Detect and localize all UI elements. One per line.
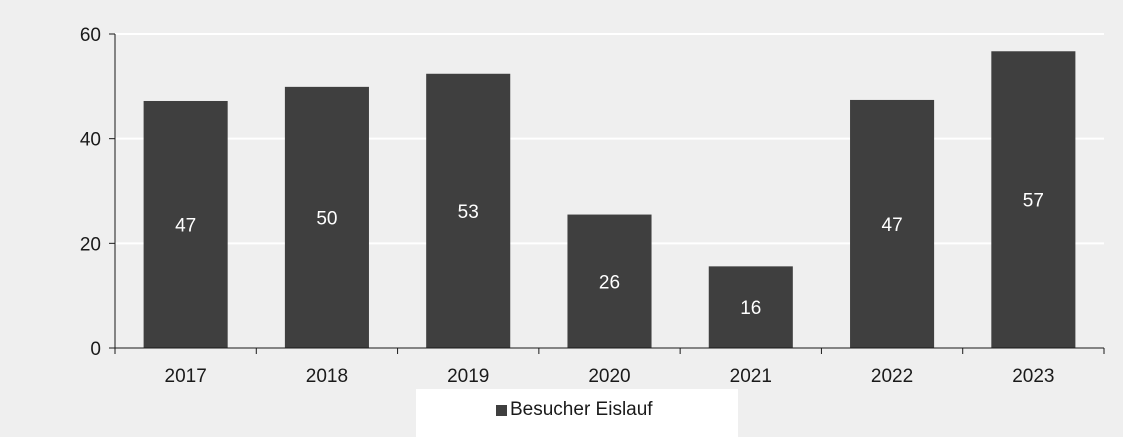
bar-2019 bbox=[426, 73, 511, 349]
bar-2018 bbox=[284, 86, 369, 349]
x-tick-label-2018: 2018 bbox=[306, 366, 348, 387]
legend-label: Besucher Eislauf bbox=[510, 399, 653, 420]
x-tick-label-2023: 2023 bbox=[1012, 366, 1054, 387]
bar-2023 bbox=[991, 51, 1076, 349]
x-tick-label-2021: 2021 bbox=[730, 366, 772, 387]
x-tick-label-2020: 2020 bbox=[588, 366, 630, 387]
bar-2022 bbox=[850, 99, 935, 348]
legend-swatch bbox=[496, 405, 507, 416]
y-tick-label: 40 bbox=[80, 130, 101, 151]
data-label-2018: 50 bbox=[316, 208, 337, 229]
data-label-2019: 53 bbox=[458, 202, 479, 223]
data-label-2022: 47 bbox=[882, 215, 903, 236]
data-label-2023: 57 bbox=[1023, 191, 1044, 212]
bars bbox=[143, 51, 1076, 349]
bar-2020 bbox=[567, 214, 652, 348]
bar-2021 bbox=[708, 266, 793, 348]
data-labels: 47 50 53 26 16 47 57 bbox=[175, 191, 1044, 320]
x-tick-label-2017: 2017 bbox=[165, 366, 207, 387]
legend bbox=[416, 389, 738, 437]
bar-2017 bbox=[143, 100, 228, 348]
y-tick-label: 20 bbox=[80, 234, 101, 255]
x-tick-label-2022: 2022 bbox=[871, 366, 913, 387]
data-label-2020: 26 bbox=[599, 272, 620, 293]
x-tick-label-2019: 2019 bbox=[447, 366, 489, 387]
y-tick-label: 60 bbox=[80, 25, 101, 46]
data-label-2017: 47 bbox=[175, 215, 196, 236]
data-label-2021: 16 bbox=[740, 298, 761, 319]
axes: 0 20 40 60 2017 2018 2019 2020 2021 2022 2023 bbox=[80, 25, 1105, 387]
y-tick-label: 0 bbox=[90, 339, 101, 360]
